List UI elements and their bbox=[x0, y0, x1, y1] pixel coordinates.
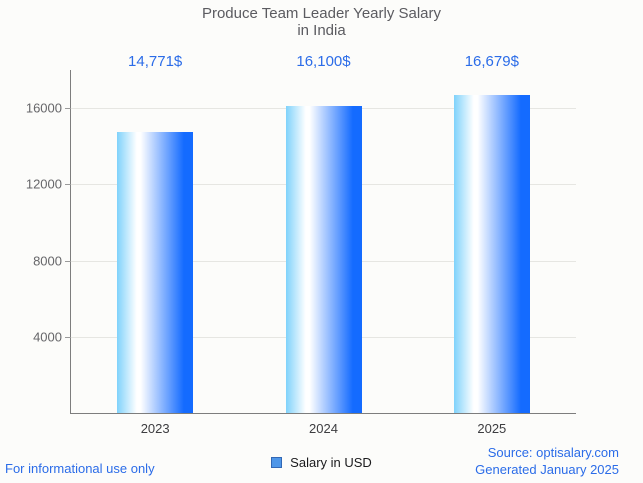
chart-title: Produce Team Leader Yearly Salary in Ind… bbox=[0, 5, 643, 39]
y-axis-tick-8000 bbox=[65, 261, 71, 262]
y-axis-tick-16000 bbox=[65, 108, 71, 109]
bar-value-label-2023: 14,771$ bbox=[128, 53, 183, 70]
bar-value-label-2025: 16,679$ bbox=[464, 53, 519, 70]
x-axis-label-2025: 2025 bbox=[477, 421, 507, 436]
legend: Salary in USD bbox=[0, 455, 643, 470]
x-axis-label-2024: 2024 bbox=[309, 421, 338, 436]
footer-generated: Generated January 2025 bbox=[475, 462, 619, 477]
bar-2024 bbox=[285, 106, 362, 413]
chart-title-line1: Produce Team Leader Yearly Salary bbox=[201, 5, 442, 22]
y-axis-tick-12000 bbox=[65, 184, 71, 185]
legend-marker-icon bbox=[271, 457, 283, 468]
bar-value-label-2024: 16,100$ bbox=[296, 53, 351, 70]
y-axis-tick-4000 bbox=[65, 337, 71, 338]
y-axis-label-16000: 16000 bbox=[25, 100, 62, 116]
chart-title-line2: in India bbox=[297, 22, 346, 39]
y-axis-label-8000: 8000 bbox=[33, 253, 62, 269]
y-axis-label-12000: 12000 bbox=[25, 176, 62, 192]
plot-area: 4000 8000 12000 16000 14,771$ 2023 16,100$ 2024… bbox=[26, 53, 576, 436]
footer-disclaimer: For informational use only bbox=[5, 461, 155, 476]
bar-2025 bbox=[453, 95, 530, 413]
y-axis-label-4000: 4000 bbox=[33, 329, 62, 345]
footer-source: Source: optisalary.com bbox=[487, 445, 619, 460]
x-axis-label-2023: 2023 bbox=[140, 421, 170, 436]
legend-label: Salary in USD bbox=[290, 455, 372, 470]
bar-2023 bbox=[117, 131, 194, 413]
footer-source-block: Source: optisalary.com Generated January… bbox=[475, 444, 619, 478]
